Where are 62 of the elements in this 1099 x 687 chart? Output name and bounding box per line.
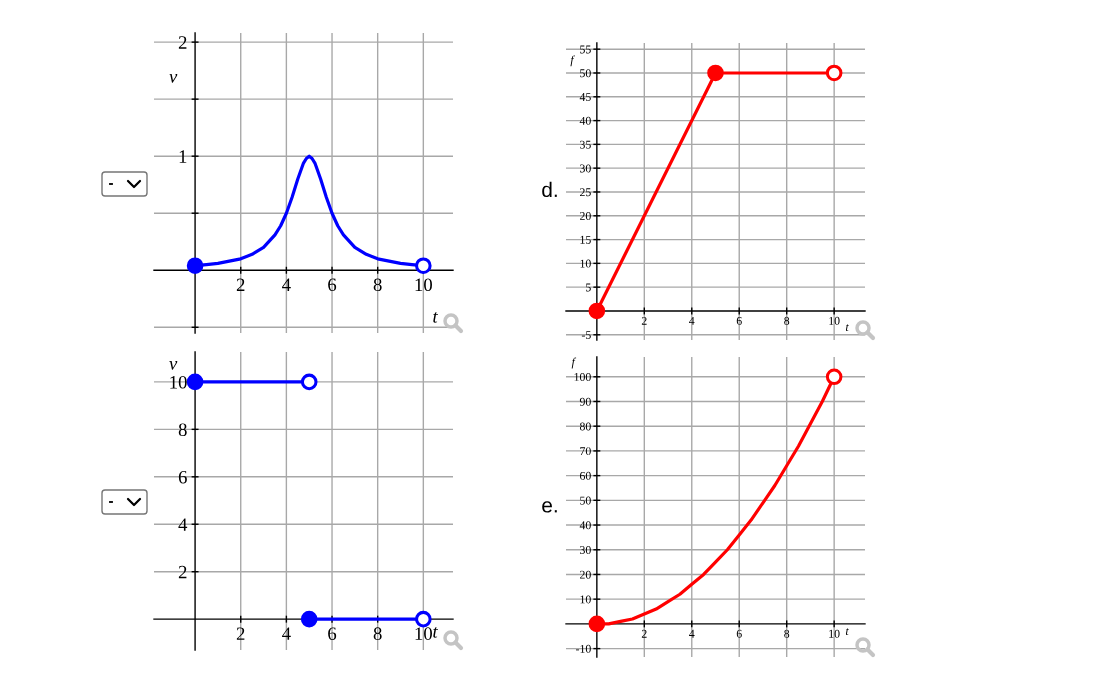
y-tick-label: -10 xyxy=(576,644,591,653)
y-tick-label: 45 xyxy=(579,93,591,101)
y-tick-label: 4 xyxy=(178,518,188,531)
y-tick-label: 25 xyxy=(580,188,591,197)
text: e. xyxy=(542,501,557,513)
y-tick-label: 10 xyxy=(580,259,591,268)
y-tick-label: 90 xyxy=(579,397,591,406)
y-tick-label: 20 xyxy=(580,570,591,579)
y-tick-label: 6 xyxy=(178,470,187,484)
text: - xyxy=(109,183,113,185)
y-tick-label: 40 xyxy=(579,116,591,125)
x-axis-title: t xyxy=(433,311,439,323)
y-tick-label: 35 xyxy=(580,140,591,149)
text: d. xyxy=(542,181,557,198)
y-tick-label: 2 xyxy=(178,36,187,49)
y-tick-label: 30 xyxy=(580,546,591,554)
x-tick-label: 6 xyxy=(328,278,337,292)
x-tick-label: 10 xyxy=(415,278,432,292)
x-tick-label: 10 xyxy=(829,316,840,325)
x-tick-label: 8 xyxy=(373,627,382,640)
x-tick-label: 6 xyxy=(736,629,742,638)
x-tick-label: 2 xyxy=(641,629,647,638)
y-tick-label: 70 xyxy=(580,447,591,456)
x-tick-label: 4 xyxy=(282,278,291,291)
x-tick-label: 6 xyxy=(328,627,337,640)
x-axis-title: t xyxy=(433,626,439,638)
y-tick-label: 40 xyxy=(579,521,591,530)
x-tick-label: 2 xyxy=(236,278,245,291)
y-tick-label: 8 xyxy=(178,423,187,437)
x-tick-label: 4 xyxy=(689,629,695,638)
y-tick-label: 15 xyxy=(580,235,591,244)
x-tick-label: 10 xyxy=(415,627,432,640)
y-axis-title: f xyxy=(571,357,577,369)
y-tick-label: 2 xyxy=(178,565,187,579)
x-tick-label: 4 xyxy=(689,316,695,325)
y-tick-label: 20 xyxy=(580,212,591,220)
y-tick-label: 1 xyxy=(179,150,187,163)
x-tick-label: 8 xyxy=(373,278,382,292)
text: - xyxy=(109,501,113,503)
y-tick-label: 50 xyxy=(580,69,591,78)
y-axis-title: v xyxy=(169,73,178,83)
y-tick-label: 60 xyxy=(580,471,591,480)
x-tick-label: 8 xyxy=(784,629,790,638)
x-tick-label: 6 xyxy=(736,316,742,325)
y-axis-title: v xyxy=(169,361,178,370)
y-tick-label: -5 xyxy=(581,331,591,339)
y-tick-label: 50 xyxy=(580,496,591,505)
x-tick-label: 4 xyxy=(282,627,291,640)
y-tick-label: 55 xyxy=(580,45,591,54)
y-tick-label: 10 xyxy=(580,595,591,604)
y-tick-label: 80 xyxy=(579,422,591,431)
y-tick-label: 100 xyxy=(574,373,591,381)
y-tick-label: 30 xyxy=(580,164,591,173)
y-axis-title: f xyxy=(570,55,575,67)
x-axis-title: t xyxy=(845,324,849,332)
y-tick-label: 10 xyxy=(170,375,187,389)
x-tick-label: 10 xyxy=(829,629,840,638)
y-tick-label: 5 xyxy=(586,283,591,292)
x-tick-label: 2 xyxy=(236,627,245,640)
x-axis-title: t xyxy=(845,628,849,636)
x-tick-label: 8 xyxy=(784,316,790,325)
x-tick-label: 2 xyxy=(641,316,647,325)
